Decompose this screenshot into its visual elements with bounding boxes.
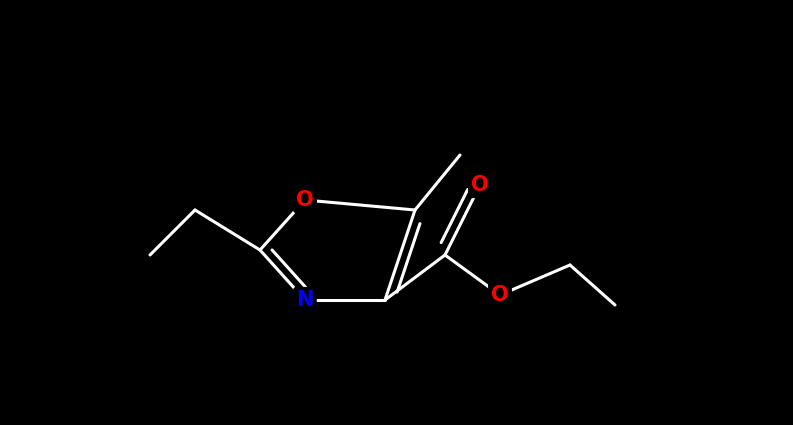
Text: O: O bbox=[471, 175, 488, 195]
Text: N: N bbox=[297, 290, 314, 310]
Text: O: O bbox=[297, 190, 314, 210]
Text: O: O bbox=[491, 285, 509, 305]
